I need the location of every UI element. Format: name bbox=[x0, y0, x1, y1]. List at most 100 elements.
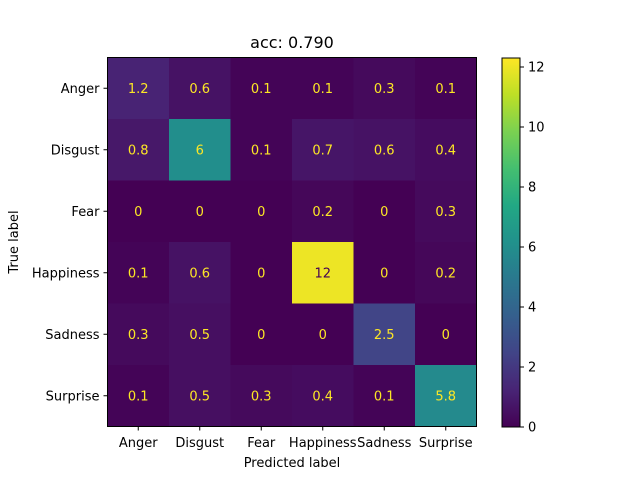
cell-value-label: 0 bbox=[380, 266, 388, 281]
x-tick-label: Anger bbox=[119, 436, 158, 451]
colorbar-tick-label: 2 bbox=[528, 361, 536, 376]
heatmap-cell bbox=[415, 242, 477, 304]
heatmap-cell bbox=[292, 242, 354, 304]
heatmap-cell bbox=[292, 57, 354, 120]
y-tick-label: Happiness bbox=[32, 266, 100, 281]
cell-value-label: 1.2 bbox=[128, 82, 149, 97]
cell-value-label: 0.6 bbox=[189, 266, 210, 281]
heatmap-cell bbox=[169, 119, 231, 181]
heatmap-cell bbox=[353, 242, 416, 304]
heatmap-cell bbox=[169, 242, 231, 304]
colorbar-tick-label: 10 bbox=[528, 121, 545, 136]
cell-value-label: 0.3 bbox=[435, 205, 456, 220]
x-tick-label: Surprise bbox=[419, 436, 473, 451]
heatmap-cell bbox=[353, 57, 416, 120]
heatmap-cell bbox=[107, 119, 170, 181]
cell-value-label: 2.5 bbox=[374, 328, 395, 343]
x-tick-label: Happiness bbox=[289, 436, 357, 451]
heatmap-cell bbox=[292, 365, 354, 427]
cell-value-label: 0 bbox=[257, 328, 265, 343]
cell-value-label: 0 bbox=[319, 328, 327, 343]
cell-value-label: 0.1 bbox=[312, 82, 333, 97]
heatmap-cell bbox=[415, 119, 477, 181]
cell-value-label: 0.1 bbox=[374, 389, 395, 404]
cell-value-label: 0.5 bbox=[189, 328, 210, 343]
x-axis-ticks: Anger Disgust Fear Happiness Sadness Surprise bbox=[119, 426, 473, 451]
cell-value-label: 0.4 bbox=[435, 143, 456, 158]
heatmap-cell bbox=[107, 365, 170, 427]
heatmap-cell bbox=[169, 365, 231, 427]
cell-value-label: 0.8 bbox=[128, 143, 149, 158]
x-axis-label: Predicted label bbox=[244, 456, 341, 471]
heatmap-cell bbox=[230, 365, 293, 427]
heatmap-cell bbox=[230, 303, 293, 366]
cell-value-label: 0 bbox=[257, 266, 265, 281]
y-axis-ticks: Anger Disgust Fear Happiness Sadness Surprise bbox=[32, 82, 108, 404]
heatmap-cell bbox=[169, 57, 231, 120]
heatmap-cell bbox=[292, 303, 354, 366]
heatmap-cell bbox=[107, 57, 170, 120]
heatmap-cell bbox=[230, 180, 293, 243]
heatmap-cell bbox=[230, 57, 293, 120]
heatmap-cell bbox=[415, 303, 477, 366]
heatmap-cell bbox=[292, 180, 354, 243]
y-axis-label: True label bbox=[7, 210, 22, 274]
cell-value-label: 0.2 bbox=[435, 266, 456, 281]
colorbar-tick-label: 4 bbox=[528, 301, 536, 316]
heatmap-cell bbox=[169, 303, 231, 366]
heatmap-cells bbox=[107, 57, 477, 427]
y-tick-label: Disgust bbox=[51, 143, 100, 158]
heatmap-cell bbox=[415, 57, 477, 120]
cell-value-label: 0.7 bbox=[312, 143, 333, 158]
cell-value-label: 0.1 bbox=[128, 389, 149, 404]
cell-value-label: 0.3 bbox=[251, 389, 272, 404]
cell-value-label: 6 bbox=[196, 143, 204, 158]
heatmap-cell bbox=[107, 180, 170, 243]
heatmap-cell bbox=[353, 180, 416, 243]
cell-value-label: 0.3 bbox=[374, 82, 395, 97]
y-tick-label: Fear bbox=[71, 205, 100, 220]
heatmap-cell bbox=[353, 119, 416, 181]
heatmap-cell bbox=[415, 365, 477, 427]
colorbar-tick-label: 8 bbox=[528, 181, 536, 196]
cell-value-label: 0.4 bbox=[312, 389, 333, 404]
x-tick-label: Fear bbox=[247, 436, 276, 451]
chart-title: acc: 0.790 bbox=[250, 33, 334, 52]
cell-value-label: 0 bbox=[196, 205, 204, 220]
cell-value-label: 0 bbox=[380, 205, 388, 220]
colorbar-tick-label: 0 bbox=[528, 421, 536, 436]
heatmap-cell bbox=[230, 242, 293, 304]
colorbar-tick-label: 12 bbox=[528, 61, 545, 76]
matrix-frame bbox=[107, 57, 477, 427]
colorbar-tick-label: 6 bbox=[528, 241, 536, 256]
colorbar: 0 2 4 6 8 10 12 bbox=[501, 57, 545, 436]
colorbar-ticks: 0 2 4 6 8 10 12 bbox=[520, 61, 545, 436]
heatmap-cell bbox=[415, 180, 477, 243]
colorbar-gradient bbox=[502, 58, 520, 427]
cell-value-label: 0.2 bbox=[312, 205, 333, 220]
colorbar-frame bbox=[501, 57, 521, 428]
cell-value-labels: 1.2 0.6 0.1 0.1 0.3 0.1 0.8 6 0.1 0.7 0.6 0.4 0 0 0 0.2… bbox=[128, 82, 456, 405]
cell-value-label: 0.6 bbox=[189, 82, 210, 97]
heatmap-cell bbox=[353, 365, 416, 427]
x-tick-label: Disgust bbox=[175, 436, 224, 451]
cell-value-label: 0.1 bbox=[251, 143, 272, 158]
cell-value-label: 0 bbox=[257, 205, 265, 220]
heatmap-cell bbox=[107, 303, 170, 366]
cell-value-label: 0 bbox=[442, 328, 450, 343]
heatmap-cell bbox=[230, 119, 293, 181]
cell-value-label: 12 bbox=[314, 266, 331, 281]
heatmap-cell bbox=[292, 119, 354, 181]
x-tick-label: Sadness bbox=[357, 436, 411, 451]
cell-value-label: 0.1 bbox=[128, 266, 149, 281]
y-tick-label: Sadness bbox=[45, 328, 99, 343]
cell-value-label: 0 bbox=[134, 205, 142, 220]
cell-value-label: 0.6 bbox=[374, 143, 395, 158]
heatmap-cell bbox=[353, 303, 416, 366]
cell-value-label: 0.3 bbox=[128, 328, 149, 343]
heatmap-cell bbox=[107, 242, 170, 304]
cell-value-label: 5.8 bbox=[435, 389, 456, 404]
cell-value-label: 0.1 bbox=[251, 82, 272, 97]
cell-value-label: 0.1 bbox=[435, 82, 456, 97]
